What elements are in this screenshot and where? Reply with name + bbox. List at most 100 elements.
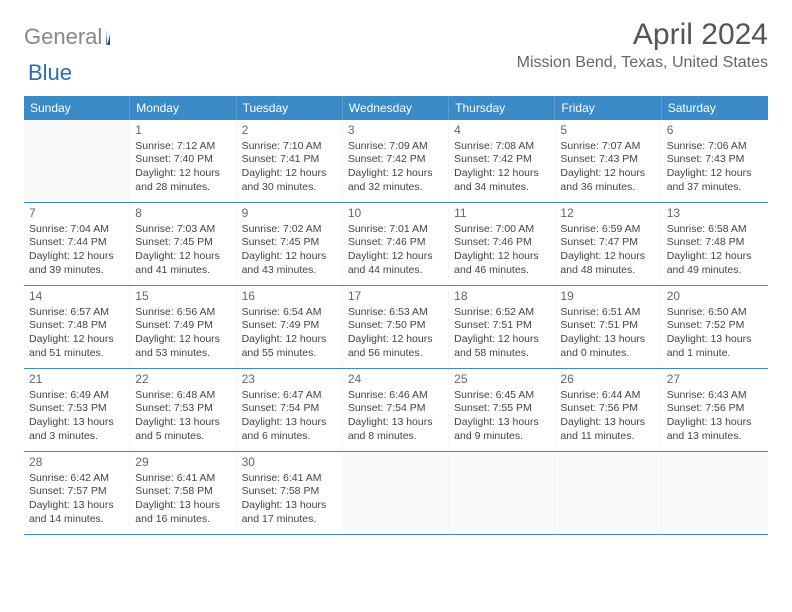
sunset-line: Sunset: 7:58 PM (135, 485, 230, 499)
daylight-line: Daylight: 12 hours and 56 minutes. (348, 333, 443, 360)
sunset-line: Sunset: 7:46 PM (454, 236, 549, 250)
empty-cell (343, 452, 449, 534)
sunrise-line: Sunrise: 6:47 AM (242, 389, 337, 403)
day-cell: 25Sunrise: 6:45 AMSunset: 7:55 PMDayligh… (449, 369, 555, 451)
sunrise-line: Sunrise: 6:57 AM (29, 306, 124, 320)
sunset-line: Sunset: 7:49 PM (135, 319, 230, 333)
day-number: 12 (560, 206, 655, 222)
sunrise-line: Sunrise: 6:49 AM (29, 389, 124, 403)
day-number: 20 (667, 289, 763, 305)
sunrise-line: Sunrise: 6:46 AM (348, 389, 443, 403)
sunset-line: Sunset: 7:43 PM (667, 153, 763, 167)
sunrise-line: Sunrise: 7:06 AM (667, 140, 763, 154)
day-number: 15 (135, 289, 230, 305)
day-number: 18 (454, 289, 549, 305)
sunrise-line: Sunrise: 7:01 AM (348, 223, 443, 237)
dow-cell: Monday (130, 96, 236, 120)
day-number: 4 (454, 123, 549, 139)
day-cell: 27Sunrise: 6:43 AMSunset: 7:56 PMDayligh… (662, 369, 768, 451)
month-title: April 2024 (517, 18, 768, 52)
day-cell: 5Sunrise: 7:07 AMSunset: 7:43 PMDaylight… (555, 120, 661, 202)
sunset-line: Sunset: 7:50 PM (348, 319, 443, 333)
sunrise-line: Sunrise: 7:09 AM (348, 140, 443, 154)
day-cell: 15Sunrise: 6:56 AMSunset: 7:49 PMDayligh… (130, 286, 236, 368)
daylight-line: Daylight: 13 hours and 16 minutes. (135, 499, 230, 526)
day-cell: 18Sunrise: 6:52 AMSunset: 7:51 PMDayligh… (449, 286, 555, 368)
daylight-line: Daylight: 12 hours and 43 minutes. (242, 250, 337, 277)
sunset-line: Sunset: 7:46 PM (348, 236, 443, 250)
dow-header-row: SundayMondayTuesdayWednesdayThursdayFrid… (24, 96, 768, 120)
week-row: 7Sunrise: 7:04 AMSunset: 7:44 PMDaylight… (24, 203, 768, 286)
daylight-line: Daylight: 12 hours and 49 minutes. (667, 250, 763, 277)
daylight-line: Daylight: 12 hours and 51 minutes. (29, 333, 124, 360)
sunrise-line: Sunrise: 6:45 AM (454, 389, 549, 403)
sunrise-line: Sunrise: 6:56 AM (135, 306, 230, 320)
day-number: 8 (135, 206, 230, 222)
day-cell: 20Sunrise: 6:50 AMSunset: 7:52 PMDayligh… (662, 286, 768, 368)
sunset-line: Sunset: 7:47 PM (560, 236, 655, 250)
sunrise-line: Sunrise: 6:41 AM (242, 472, 337, 486)
sunrise-line: Sunrise: 6:48 AM (135, 389, 230, 403)
day-cell: 24Sunrise: 6:46 AMSunset: 7:54 PMDayligh… (343, 369, 449, 451)
sunset-line: Sunset: 7:51 PM (454, 319, 549, 333)
sunset-line: Sunset: 7:40 PM (135, 153, 230, 167)
day-number: 24 (348, 372, 443, 388)
daylight-line: Daylight: 12 hours and 28 minutes. (135, 167, 230, 194)
day-number: 2 (242, 123, 337, 139)
sunrise-line: Sunrise: 7:10 AM (242, 140, 337, 154)
day-cell: 11Sunrise: 7:00 AMSunset: 7:46 PMDayligh… (449, 203, 555, 285)
sunset-line: Sunset: 7:48 PM (667, 236, 763, 250)
week-row: 21Sunrise: 6:49 AMSunset: 7:53 PMDayligh… (24, 369, 768, 452)
empty-cell (555, 452, 661, 534)
day-cell: 28Sunrise: 6:42 AMSunset: 7:57 PMDayligh… (24, 452, 130, 534)
daylight-line: Daylight: 13 hours and 17 minutes. (242, 499, 337, 526)
day-cell: 26Sunrise: 6:44 AMSunset: 7:56 PMDayligh… (555, 369, 661, 451)
sunrise-line: Sunrise: 7:12 AM (135, 140, 230, 154)
day-number: 7 (29, 206, 124, 222)
day-cell: 7Sunrise: 7:04 AMSunset: 7:44 PMDaylight… (24, 203, 130, 285)
day-number: 23 (242, 372, 337, 388)
day-number: 25 (454, 372, 549, 388)
day-number: 14 (29, 289, 124, 305)
empty-cell (449, 452, 555, 534)
sunset-line: Sunset: 7:53 PM (135, 402, 230, 416)
sunset-line: Sunset: 7:42 PM (348, 153, 443, 167)
daylight-line: Daylight: 12 hours and 53 minutes. (135, 333, 230, 360)
day-cell: 6Sunrise: 7:06 AMSunset: 7:43 PMDaylight… (662, 120, 768, 202)
dow-cell: Thursday (449, 96, 555, 120)
sunset-line: Sunset: 7:56 PM (560, 402, 655, 416)
daylight-line: Daylight: 12 hours and 30 minutes. (242, 167, 337, 194)
daylight-line: Daylight: 13 hours and 14 minutes. (29, 499, 124, 526)
week-row: 14Sunrise: 6:57 AMSunset: 7:48 PMDayligh… (24, 286, 768, 369)
logo-text-1: General (24, 24, 102, 50)
sunset-line: Sunset: 7:58 PM (242, 485, 337, 499)
sunset-line: Sunset: 7:45 PM (135, 236, 230, 250)
daylight-line: Daylight: 12 hours and 46 minutes. (454, 250, 549, 277)
sunset-line: Sunset: 7:44 PM (29, 236, 124, 250)
sunrise-line: Sunrise: 6:51 AM (560, 306, 655, 320)
sunrise-line: Sunrise: 6:54 AM (242, 306, 337, 320)
daylight-line: Daylight: 12 hours and 55 minutes. (242, 333, 337, 360)
sunrise-line: Sunrise: 7:04 AM (29, 223, 124, 237)
logo-icon (106, 29, 110, 45)
empty-cell (24, 120, 130, 202)
day-cell: 10Sunrise: 7:01 AMSunset: 7:46 PMDayligh… (343, 203, 449, 285)
day-cell: 3Sunrise: 7:09 AMSunset: 7:42 PMDaylight… (343, 120, 449, 202)
logo-text-2: Blue (28, 60, 72, 85)
daylight-line: Daylight: 13 hours and 6 minutes. (242, 416, 337, 443)
day-cell: 16Sunrise: 6:54 AMSunset: 7:49 PMDayligh… (237, 286, 343, 368)
week-row: 28Sunrise: 6:42 AMSunset: 7:57 PMDayligh… (24, 452, 768, 535)
sunrise-line: Sunrise: 6:43 AM (667, 389, 763, 403)
day-cell: 21Sunrise: 6:49 AMSunset: 7:53 PMDayligh… (24, 369, 130, 451)
dow-cell: Friday (555, 96, 661, 120)
sunset-line: Sunset: 7:43 PM (560, 153, 655, 167)
sunset-line: Sunset: 7:52 PM (667, 319, 763, 333)
daylight-line: Daylight: 12 hours and 44 minutes. (348, 250, 443, 277)
day-cell: 1Sunrise: 7:12 AMSunset: 7:40 PMDaylight… (130, 120, 236, 202)
daylight-line: Daylight: 13 hours and 13 minutes. (667, 416, 763, 443)
daylight-line: Daylight: 13 hours and 0 minutes. (560, 333, 655, 360)
daylight-line: Daylight: 12 hours and 39 minutes. (29, 250, 124, 277)
day-cell: 12Sunrise: 6:59 AMSunset: 7:47 PMDayligh… (555, 203, 661, 285)
sunrise-line: Sunrise: 6:58 AM (667, 223, 763, 237)
sunset-line: Sunset: 7:54 PM (348, 402, 443, 416)
